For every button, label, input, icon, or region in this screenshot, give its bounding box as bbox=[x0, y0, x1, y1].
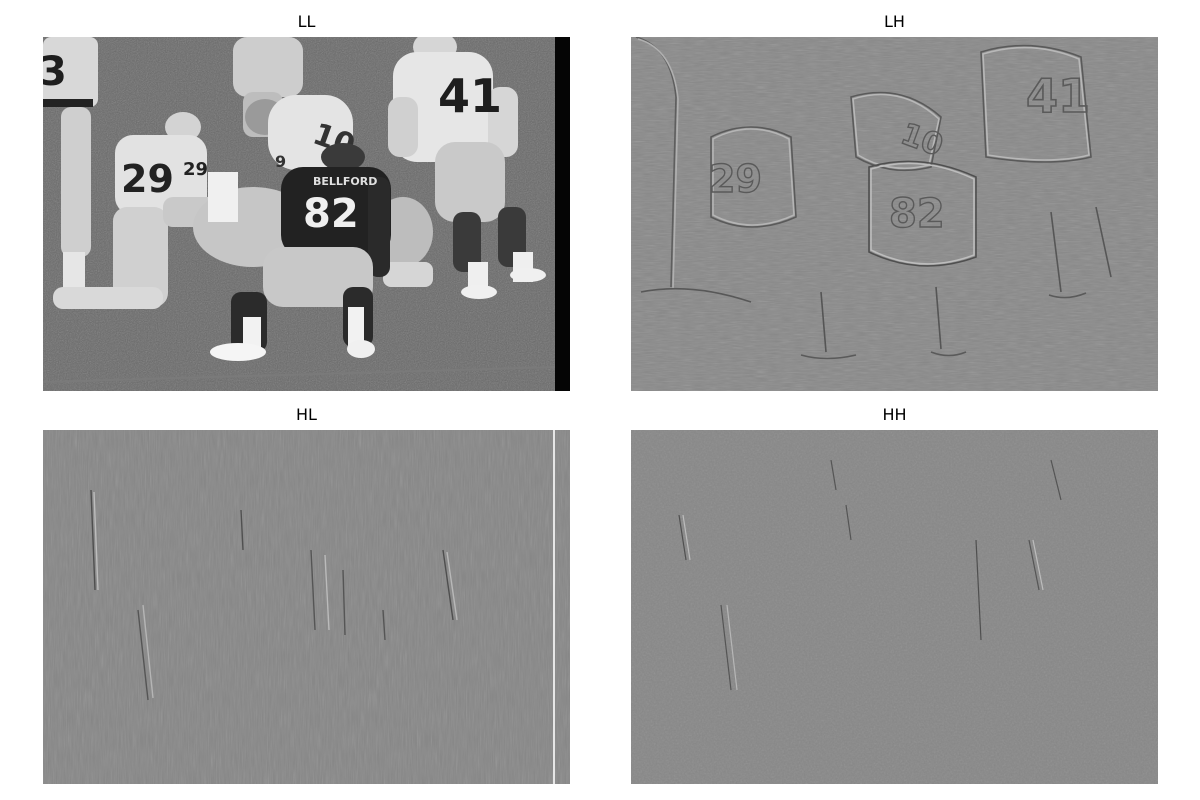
frame-border bbox=[555, 37, 570, 391]
player-left-partial: 3 bbox=[43, 37, 98, 292]
subband-title-lh: LH bbox=[884, 12, 905, 31]
svg-text:41: 41 bbox=[1026, 69, 1090, 123]
subband-title-ll: LL bbox=[297, 12, 316, 31]
jersey-number: 29 bbox=[121, 157, 174, 201]
subband-image-hh bbox=[631, 430, 1158, 784]
subband-image-ll: 3 29 29 10 9 bbox=[43, 37, 570, 391]
svg-text:29: 29 bbox=[709, 157, 762, 201]
subband-title-hl: HL bbox=[296, 405, 317, 424]
jersey-number: 41 bbox=[438, 69, 502, 123]
jersey-number: 82 bbox=[303, 191, 359, 237]
player-41: 41 bbox=[388, 37, 546, 299]
jersey-number: 3 bbox=[43, 49, 67, 95]
sleeve-number: 29 bbox=[183, 159, 208, 180]
vertical-edge-strokes bbox=[90, 430, 555, 784]
player-82: BELLFORD 82 bbox=[210, 143, 391, 361]
svg-text:82: 82 bbox=[889, 191, 945, 237]
shoulder-number: 9 bbox=[275, 152, 286, 171]
edge-outlines bbox=[635, 37, 1112, 360]
subband-title-hh: HH bbox=[882, 405, 907, 424]
subband-image-lh: 29 82 10 41 bbox=[631, 37, 1158, 391]
subband-image-hl bbox=[43, 430, 570, 784]
nameplate: BELLFORD bbox=[313, 175, 377, 188]
diagonal-edge-strokes bbox=[678, 459, 1062, 691]
